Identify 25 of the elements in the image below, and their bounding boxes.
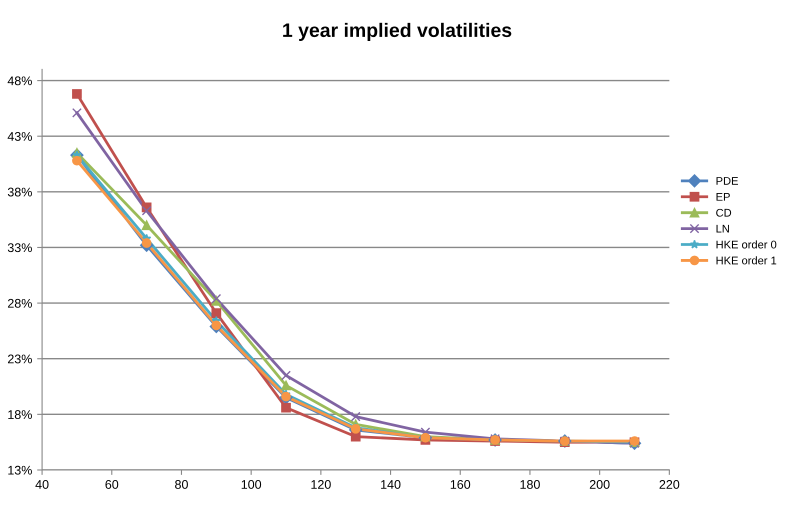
chart-title: 1 year implied volatilities [283,22,512,41]
legend-label: EP [716,193,730,201]
y-tick-label: 13% [8,466,32,475]
y-tick-label: 48% [8,76,32,86]
y-tick-label: 28% [8,298,32,308]
y-tick-label: 33% [8,243,32,252]
x-tick-label: 100 [242,480,262,489]
x-tick-label: 40 [35,480,49,489]
y-tick-label: 43% [8,132,32,141]
x-tick-label: 180 [520,480,540,489]
x-tick-label: 60 [105,480,118,489]
legend-label: CD [716,208,732,217]
legend-label: PDE [716,177,738,185]
y-tick-label: 18% [8,410,32,420]
x-tick-label: 200 [590,480,610,489]
x-tick-label: 160 [450,480,470,489]
x-tick-label: 140 [381,480,400,489]
y-tick-label: 38% [8,188,32,196]
legend-label: LN [716,224,729,232]
legend-label: HKE order 0 [716,240,776,249]
x-tick-label: 80 [175,480,188,489]
legend-label: HKE order 1 [716,256,776,264]
y-tick-label: 23% [8,354,32,364]
x-tick-label: 120 [311,480,331,489]
x-tick-label: 220 [660,480,680,489]
